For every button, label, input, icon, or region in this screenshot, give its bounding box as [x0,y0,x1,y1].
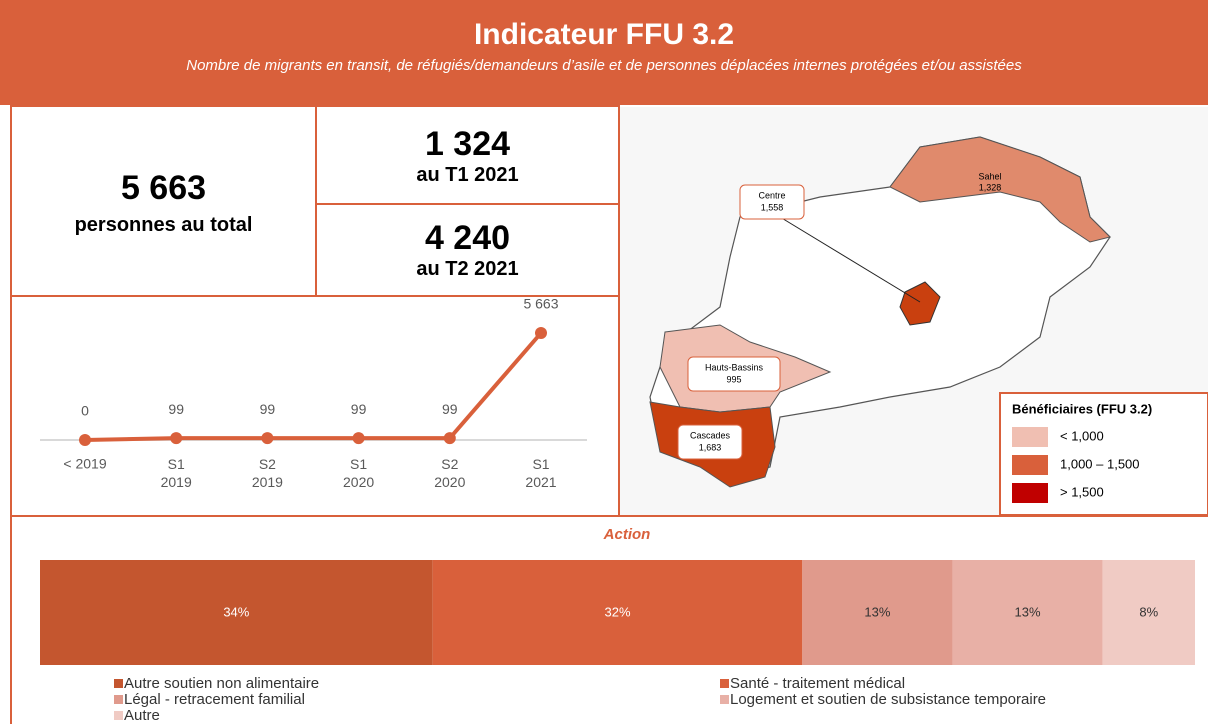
kpi-value: 1 324 [424,125,511,163]
kpi-t2: 4 240 au T2 2021 [315,203,620,297]
region-name: Centre [758,190,785,200]
legend-swatch [114,679,123,688]
x-tick-label: S2 2019 [252,456,283,490]
data-label: 34% [223,604,249,619]
legend-label: 1,000 – 1,500 [1060,456,1140,471]
data-label: 5 663 [523,297,558,312]
point [261,432,274,445]
bar-segment [432,560,803,665]
legend-label: Santé - traitement médical [730,675,905,692]
region-sahel [889,136,1111,243]
stacked-bar-chart: Action 34% Autre soutien non alimentaire 3… [40,526,1195,724]
border [10,515,1208,517]
region-value: 995 [726,374,741,384]
header: Indicateur FFU 3.2 Nombre de migrants en… [0,0,1208,105]
region-centre [899,281,941,326]
border [10,515,12,724]
data-label: 99 [168,401,184,417]
region-name: Cascades [690,430,731,440]
legend-swatch [1012,483,1048,503]
line-chart: 0 < 2019 99 S1 2019 99 S2 2019 99 S1 2020 99 S2 2020 5… [40,297,587,490]
legend-label: Autre [124,707,160,724]
kpi-label: au T2 2021 [416,258,519,280]
bar-segment [1102,560,1195,665]
legend-label: Logement et soutien de subsistance tempo… [730,691,1046,708]
legend-swatch [1012,455,1048,475]
legend-label: < 1,000 [1060,428,1104,443]
legend-swatch [1012,427,1048,447]
data-label: 13% [864,604,890,619]
chart-title: Action [603,526,651,543]
title: Indicateur FFU 3.2 [473,18,735,51]
kpi-t1: 1 324 au T1 2021 [315,105,620,205]
kpi-total: 5 663 personnes au total [10,105,317,297]
legend-label: > 1,500 [1060,484,1104,499]
point [443,432,456,445]
bar-segment [40,560,433,665]
subtitle: Nombre de migrants en transit, de réfugi… [186,57,1022,74]
region-value: 1,328 [979,182,1002,192]
region-value: 1,558 [761,202,784,212]
data-label: 32% [604,604,630,619]
point [170,432,183,445]
legend-swatch [720,695,729,704]
region-value: 1,683 [699,442,722,452]
bar-segment [802,560,953,665]
x-tick-label: < 2019 [63,456,106,472]
map: Centre 1,558 Sahel 1,328 Hauts-Bassins 9… [620,107,1208,515]
bar-segment [952,560,1103,665]
line [84,331,543,442]
kpi-label: personnes au total [74,214,253,236]
legend-swatch [720,679,729,688]
x-tick-label: S1 2019 [161,456,192,490]
x-tick-label: S1 2020 [343,456,374,490]
point [535,327,547,339]
legend-label: Autre soutien non alimentaire [124,675,319,692]
label-box [677,424,743,460]
point [352,432,365,445]
label-box [739,184,805,220]
kpi-value: 4 240 [424,219,511,257]
x-tick-label: S2 2020 [434,456,465,490]
legend-title: Bénéficiaires (FFU 3.2) [1012,401,1152,416]
legend-swatch [114,711,123,720]
data-label: 99 [442,401,458,417]
legend-label: Légal - retracement familial [124,691,305,708]
label-box [687,356,781,392]
point [79,434,91,446]
region-name: Sahel [978,171,1001,181]
region-name: Hauts-Bassins [705,362,764,372]
data-label: 99 [351,401,367,417]
kpi-label: au T1 2021 [416,164,519,186]
kpi-value: 5 663 [120,169,207,207]
data-label: 8% [1139,604,1158,619]
data-label: 13% [1015,604,1041,619]
x-tick-label: S1 2021 [525,456,556,490]
data-label: 99 [260,401,276,417]
data-label: 0 [81,403,89,419]
leader-line [779,216,921,303]
legend-swatch [114,695,123,704]
